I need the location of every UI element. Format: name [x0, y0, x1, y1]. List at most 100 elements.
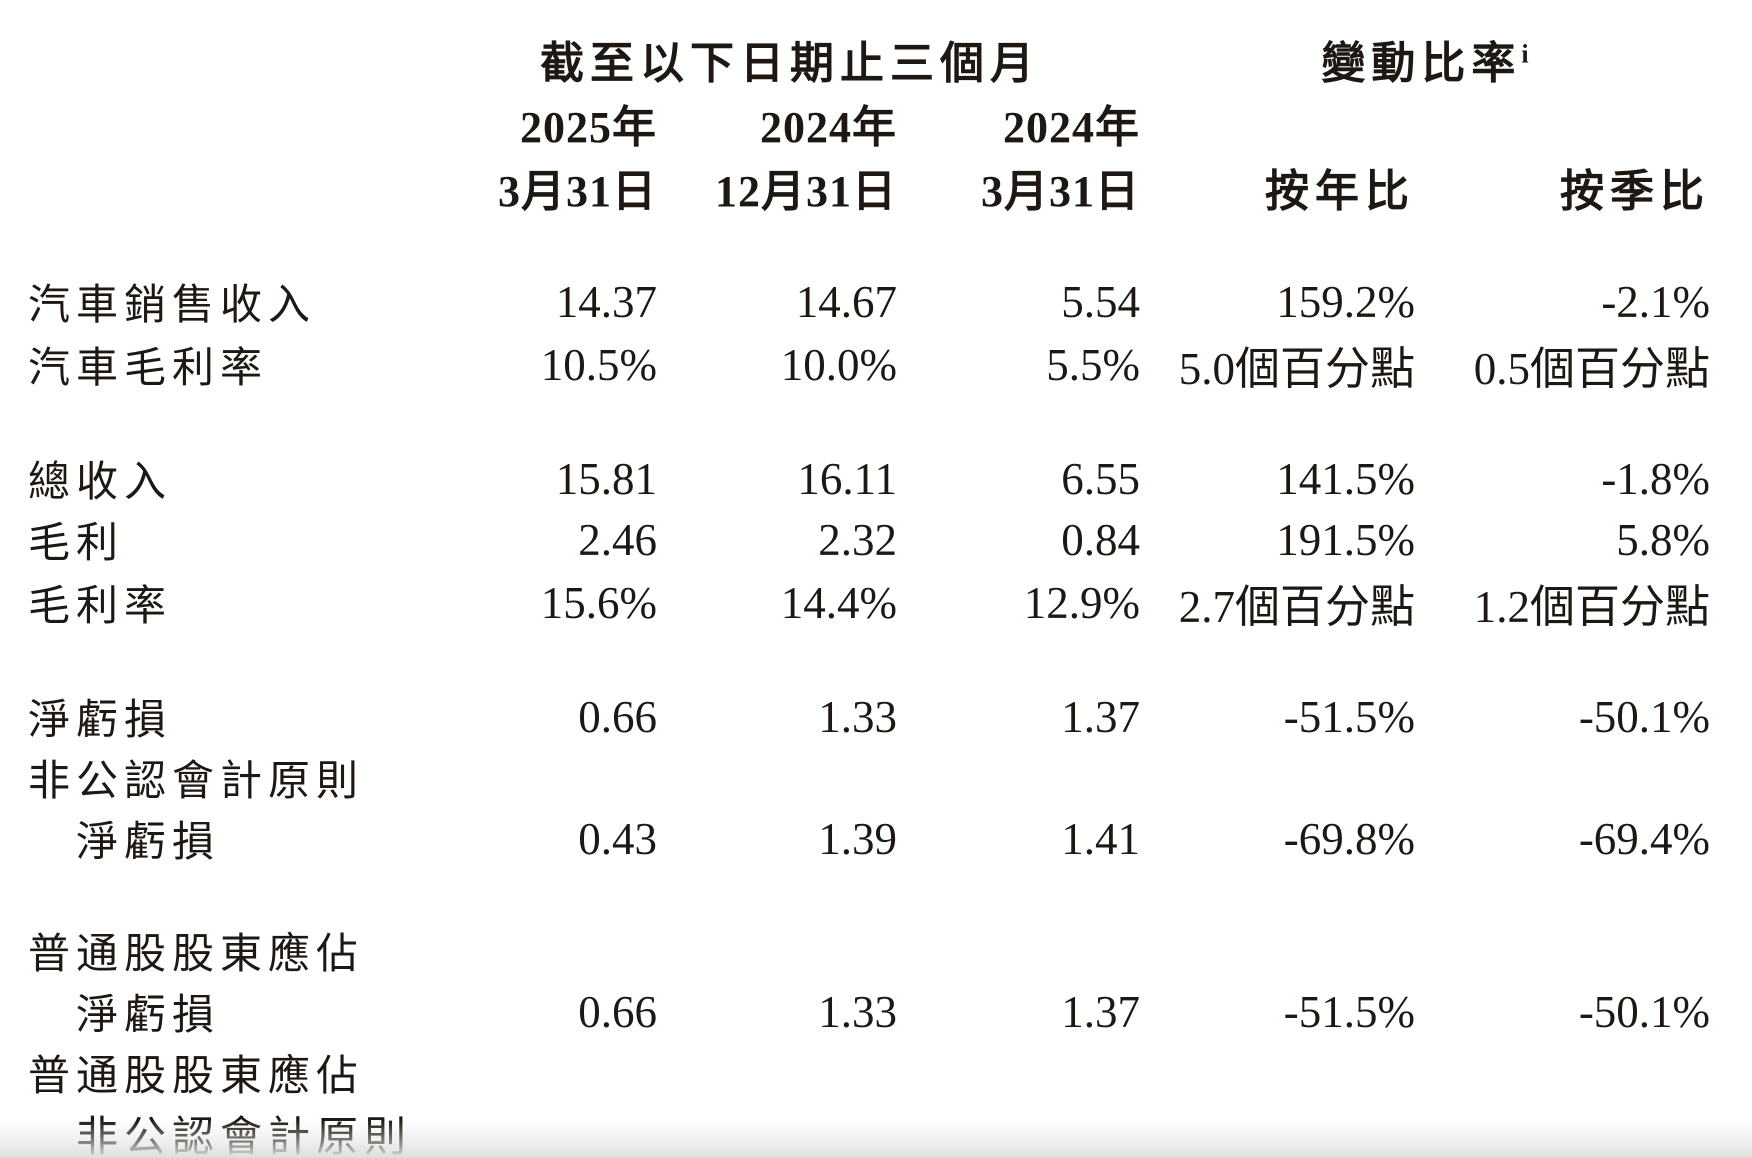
cell-2025-03-31 [440, 1042, 657, 1103]
table-row: 普通股股東應佔 [0, 920, 1710, 981]
cell-2024-12-31: 10.0% [780, 339, 897, 390]
cell-yoy [1140, 920, 1415, 981]
cell-qoq [1415, 920, 1710, 981]
cell-yoy: -51.5% [1283, 691, 1416, 742]
cell-2025-03-31 [440, 1103, 657, 1158]
cell-yoy: -69.8% [1283, 813, 1416, 864]
cell-2025-03-31: 14.37 [555, 276, 657, 327]
row-label: 非公認會計原則 [76, 1115, 413, 1158]
header-date-row: 3月31日 12月31日 3月31日 按年比 按季比 [0, 155, 1710, 219]
row-label: 總收入 [28, 460, 173, 506]
cell-qoq [1415, 1042, 1710, 1103]
row-label: 汽車銷售收入 [28, 283, 317, 329]
col-year-2024-q1: 2024年 [1003, 103, 1141, 152]
cell-2024-12-31 [657, 1103, 897, 1158]
cell-qoq [1415, 1103, 1710, 1158]
header-year-row: 2025年 2024年 2024年 [0, 91, 1710, 155]
cell-qoq: 1.2個百分點 [1473, 582, 1711, 632]
quarterly-results-table: 截至以下日期止三個月 變動比率i 2025年 2024年 2024年 3月31日… [0, 27, 1710, 1158]
table-row: 總收入 15.81 16.11 6.55 141.5% -1.8% [0, 448, 1710, 509]
cell-2025-03-31: 15.6% [540, 577, 657, 628]
change-ratio-label: 變動比率 [1321, 39, 1522, 88]
table-row: 淨虧損 0.66 1.33 1.37 -51.5% -50.1% [0, 686, 1710, 747]
row-label: 淨虧損 [28, 698, 173, 744]
period-group-header: 截至以下日期止三個月 [440, 27, 1140, 91]
col-yoy: 按年比 [1265, 167, 1416, 216]
table-header: 截至以下日期止三個月 變動比率i 2025年 2024年 2024年 3月31日… [0, 27, 1710, 219]
cell-2024-03-31: 5.54 [1061, 276, 1141, 327]
cell-2025-03-31: 0.66 [578, 691, 657, 742]
cell-qoq: -50.1% [1578, 986, 1711, 1037]
table-row: 非公認會計原則 [0, 1103, 1710, 1158]
cell-2025-03-31: 2.46 [578, 514, 657, 565]
cell-2024-03-31 [897, 920, 1140, 981]
cell-2024-12-31: 1.33 [818, 691, 897, 742]
cell-2024-12-31 [657, 920, 897, 981]
cell-2024-03-31: 1.37 [1061, 986, 1141, 1037]
table-row: 非公認會計原則 [0, 747, 1710, 808]
header-empty-cell [1415, 91, 1710, 155]
cell-2024-12-31: 14.4% [780, 577, 897, 628]
cell-2024-03-31: 1.41 [1061, 813, 1141, 864]
cell-2024-03-31: 0.84 [1061, 514, 1141, 565]
cell-qoq: 0.5個百分點 [1473, 344, 1711, 394]
row-label: 非公認會計原則 [28, 759, 365, 805]
cell-2025-03-31 [440, 920, 657, 981]
spacer-row [0, 219, 1710, 271]
table-row: 普通股股東應佔 [0, 1042, 1710, 1103]
cell-2025-03-31: 10.5% [540, 339, 657, 390]
cell-2024-12-31: 2.32 [818, 514, 897, 565]
row-label: 普通股股東應佔 [28, 1054, 365, 1100]
row-label: 毛利率 [28, 584, 173, 630]
cell-yoy [1140, 747, 1415, 808]
cell-2024-03-31 [897, 1103, 1140, 1158]
cell-yoy: 141.5% [1276, 453, 1416, 504]
cell-2024-03-31 [897, 747, 1140, 808]
col-qoq: 按季比 [1560, 167, 1711, 216]
cell-2025-03-31: 0.66 [578, 986, 657, 1037]
col-year-2024-q4: 2024年 [760, 103, 897, 152]
table-body: 汽車銷售收入 14.37 14.67 5.54 159.2% -2.1% 汽車毛… [0, 219, 1710, 1158]
col-date-2024-03-31: 3月31日 [981, 167, 1141, 216]
header-group-row: 截至以下日期止三個月 變動比率i [0, 27, 1710, 91]
cell-2024-12-31: 1.33 [818, 986, 897, 1037]
table-row: 汽車毛利率 10.5% 10.0% 5.5% 5.0個百分點 0.5個百分點 [0, 332, 1710, 397]
cell-yoy: 2.7個百分點 [1178, 582, 1416, 632]
footnote-marker: i [1521, 39, 1529, 69]
cell-2025-03-31: 0.43 [578, 813, 657, 864]
change-ratio-group-header: 變動比率i [1140, 27, 1710, 91]
header-empty-cell [1140, 91, 1415, 155]
cell-qoq: -50.1% [1578, 691, 1711, 742]
cell-yoy: -51.5% [1283, 986, 1416, 1037]
cell-qoq: -1.8% [1601, 453, 1711, 504]
table-row: 淨虧損 0.66 1.33 1.37 -51.5% -50.1% [0, 981, 1710, 1042]
table-row: 淨虧損 0.43 1.39 1.41 -69.8% -69.4% [0, 808, 1710, 869]
cell-yoy: 159.2% [1276, 276, 1416, 327]
cell-2024-03-31: 5.5% [1046, 339, 1141, 390]
cell-2024-03-31 [897, 1042, 1140, 1103]
row-label: 淨虧損 [76, 993, 221, 1039]
cell-yoy [1140, 1042, 1415, 1103]
cell-2024-12-31: 1.39 [818, 813, 897, 864]
spacer-row [0, 635, 1710, 686]
cell-2025-03-31 [440, 747, 657, 808]
cell-2024-12-31: 14.67 [795, 276, 897, 327]
cell-2024-12-31 [657, 747, 897, 808]
cell-yoy: 5.0個百分點 [1178, 344, 1416, 394]
row-label: 汽車毛利率 [28, 346, 269, 392]
row-label: 毛利 [28, 521, 125, 567]
cell-yoy [1140, 1103, 1415, 1158]
cell-qoq [1415, 747, 1710, 808]
cell-qoq: 5.8% [1616, 514, 1711, 565]
spacer-row [0, 397, 1710, 448]
cell-2025-03-31: 15.81 [555, 453, 657, 504]
table-row: 毛利 2.46 2.32 0.84 191.5% 5.8% [0, 509, 1710, 570]
header-empty-cell [0, 27, 440, 91]
period-group-label: 截至以下日期止三個月 [540, 39, 1041, 88]
row-label: 普通股股東應佔 [28, 932, 365, 978]
cell-2024-03-31: 6.55 [1061, 453, 1141, 504]
col-year-2025: 2025年 [520, 103, 657, 152]
table-row: 毛利率 15.6% 14.4% 12.9% 2.7個百分點 1.2個百分點 [0, 570, 1710, 635]
cell-2024-03-31: 1.37 [1061, 691, 1141, 742]
